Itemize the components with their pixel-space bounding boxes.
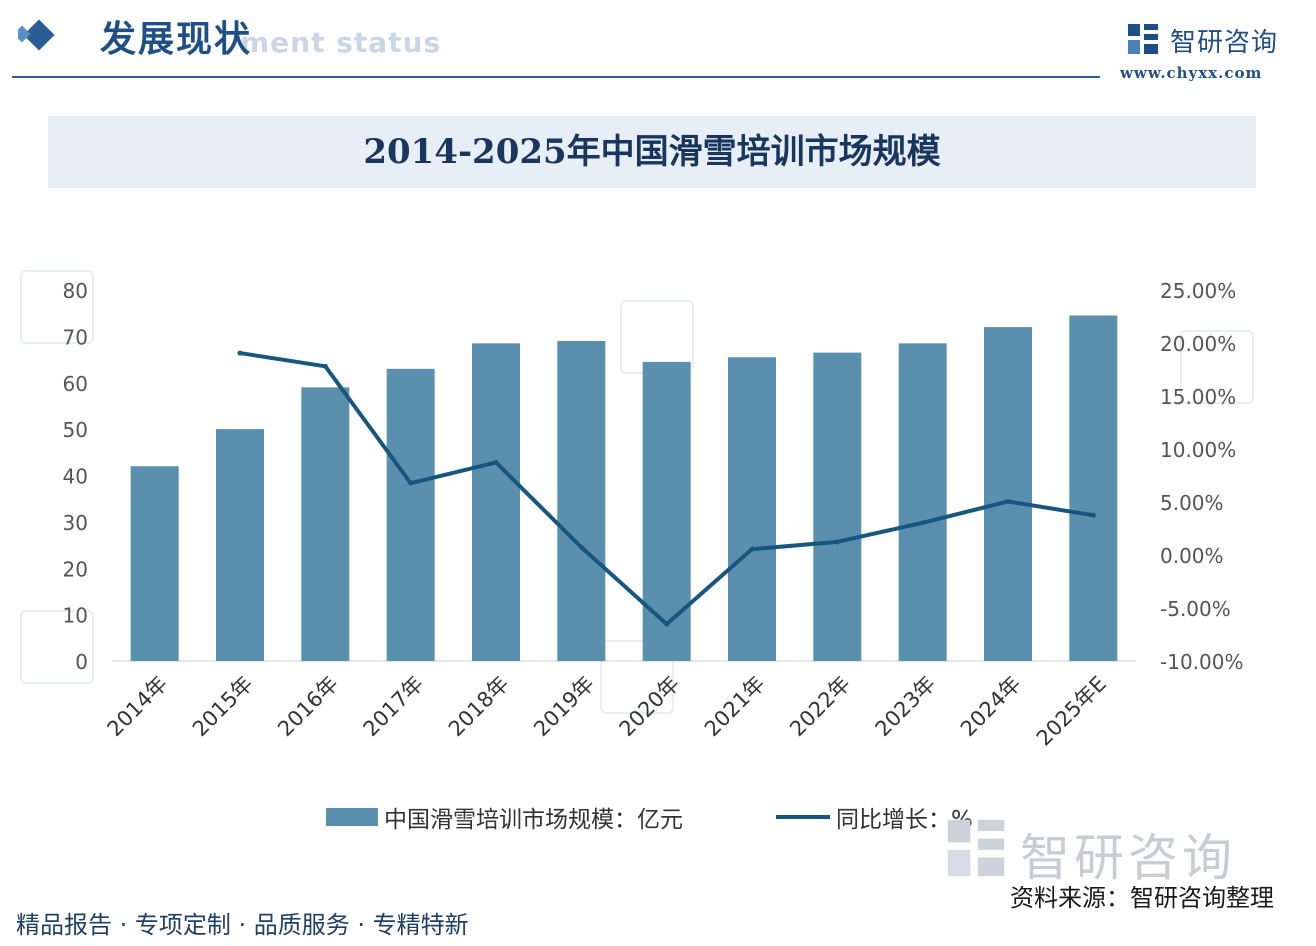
bar	[984, 327, 1032, 661]
x-tick-label: 2019年	[529, 672, 599, 742]
bar	[1069, 315, 1118, 661]
y-right-tick-label: 15.00%	[1160, 385, 1236, 409]
y-left-tick-label: 70	[63, 325, 88, 349]
growth-point	[322, 363, 328, 369]
footer-tagline: 精品报告 · 专项定制 · 品质服务 · 专精特新	[16, 911, 469, 939]
growth-point	[237, 350, 243, 356]
bar	[728, 357, 776, 661]
watermark-shape	[600, 640, 674, 714]
y-right-tick-label: 25.00%	[1160, 279, 1236, 303]
y-left-tick-label: 40	[63, 465, 88, 489]
growth-point	[1005, 498, 1011, 504]
bar	[898, 343, 947, 661]
logo-name: 智研咨询	[1170, 28, 1279, 58]
bar	[216, 429, 264, 661]
x-tick-label: 2015年	[188, 672, 258, 742]
y-left-tick-label: 50	[63, 418, 88, 442]
y-right-tick-label: -10.00%	[1160, 650, 1243, 674]
x-tick-label: 2024年	[956, 672, 1026, 742]
logo-url: www.chyxx.com	[1120, 64, 1263, 82]
header-subtitle-watermark: ment status	[240, 26, 442, 59]
growth-point	[1090, 512, 1096, 518]
chart-title-band	[48, 116, 1256, 188]
growth-point	[578, 544, 584, 550]
growth-point	[834, 539, 840, 545]
growth-point	[920, 520, 926, 526]
logo-icon	[1128, 24, 1158, 54]
watermark-shape	[20, 610, 94, 684]
header-divider	[12, 76, 1100, 78]
watermark-shape	[20, 270, 94, 344]
y-left-tick-label: 30	[63, 511, 88, 535]
y-left-tick-label: 10	[63, 604, 88, 628]
page-title: 发展现状	[100, 18, 253, 60]
chart-title: 2014-2025年中国滑雪培训市场规模	[363, 132, 941, 172]
y-left-tick-label: 80	[63, 279, 88, 303]
y-right-tick-label: -5.00%	[1160, 597, 1231, 621]
x-tick-label: 2021年	[700, 672, 770, 742]
watermark-brand: 智研咨询	[1020, 829, 1236, 887]
growth-point	[408, 480, 414, 486]
y-left-tick-label: 20	[63, 557, 88, 581]
y-left-tick-label: 60	[63, 372, 88, 396]
y-left-tick-label: 0	[75, 650, 88, 674]
bar	[472, 343, 520, 661]
x-tick-label: 2014年	[103, 672, 173, 742]
y-right-tick-label: 20.00%	[1160, 332, 1236, 356]
growth-point	[493, 459, 499, 465]
bar	[813, 352, 862, 661]
growth-point	[749, 546, 755, 552]
legend-bar-label: 中国滑雪培训市场规模：亿元	[384, 807, 683, 833]
y-right-tick-label: 0.00%	[1160, 544, 1224, 568]
brand-logo: 智研咨询 www.chyxx.com	[1120, 18, 1310, 82]
bar	[386, 368, 435, 661]
x-tick-label: 2020年	[615, 672, 685, 742]
y-right-tick-label: 5.00%	[1160, 491, 1224, 515]
x-tick-label: 2022年	[785, 672, 855, 742]
legend-line-swatch	[776, 815, 830, 819]
header-diamond-icon	[18, 19, 55, 51]
bar	[301, 387, 350, 661]
legend-bar-swatch	[326, 808, 378, 826]
x-tick-label: 2025年E	[1032, 672, 1111, 751]
growth-point	[664, 621, 670, 627]
bar	[642, 361, 691, 661]
x-tick-label: 2017年	[359, 672, 429, 742]
x-tick-label: 2023年	[871, 672, 941, 742]
bar	[130, 466, 179, 661]
watermark-shape	[1180, 330, 1254, 404]
x-tick-label: 2018年	[444, 672, 514, 742]
y-right-tick-label: 10.00%	[1160, 438, 1236, 462]
x-tick-label: 2016年	[273, 672, 343, 742]
data-source: 资料来源：智研咨询整理	[1010, 884, 1274, 912]
watermark-logo-icon	[947, 819, 1005, 877]
bar	[557, 341, 606, 661]
